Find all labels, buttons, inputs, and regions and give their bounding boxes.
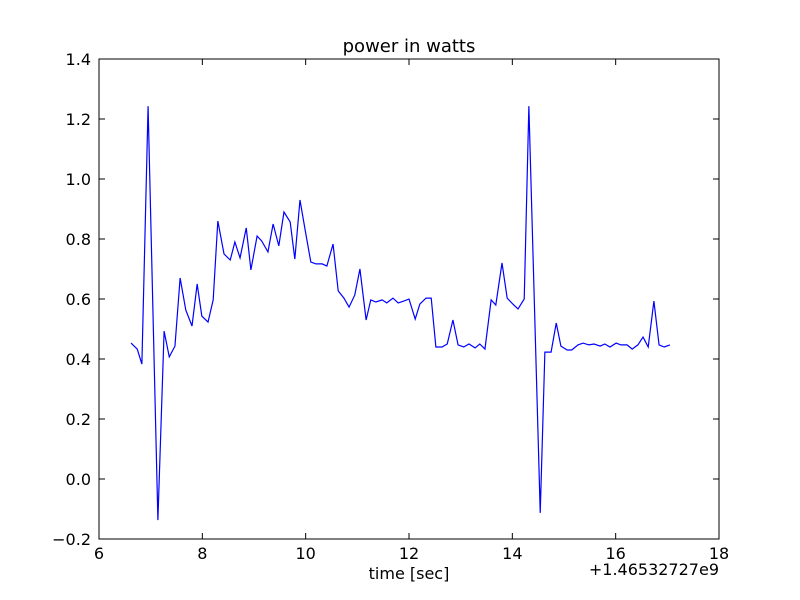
x-tick-label: 8	[197, 544, 207, 563]
y-tick-label: 0.2	[66, 410, 91, 429]
x-tick-label: 6	[94, 544, 104, 563]
x-tick-label: 10	[295, 544, 315, 563]
y-tick-label: 0.6	[66, 290, 91, 309]
data-line	[130, 106, 671, 521]
y-tick-label: 0.8	[66, 230, 91, 249]
y-tick-label: 1.2	[66, 110, 91, 129]
x-offset-label: +1.46532727e9	[589, 560, 719, 579]
x-tick-label: 18	[709, 544, 729, 563]
x-axis-label: time [sec]	[369, 564, 450, 583]
y-tick-label: −0.2	[52, 530, 91, 549]
x-tick-label: 12	[399, 544, 419, 563]
chart-title: power in watts	[343, 36, 476, 57]
x-tick-label: 16	[605, 544, 625, 563]
y-tick-label: 1.4	[66, 50, 91, 69]
y-tick-label: 1.0	[66, 170, 91, 189]
plot-frame	[98, 58, 720, 540]
y-tick-label: 0.4	[66, 350, 91, 369]
x-tick-label: 14	[502, 544, 522, 563]
y-tick-label: 0.0	[66, 470, 91, 489]
